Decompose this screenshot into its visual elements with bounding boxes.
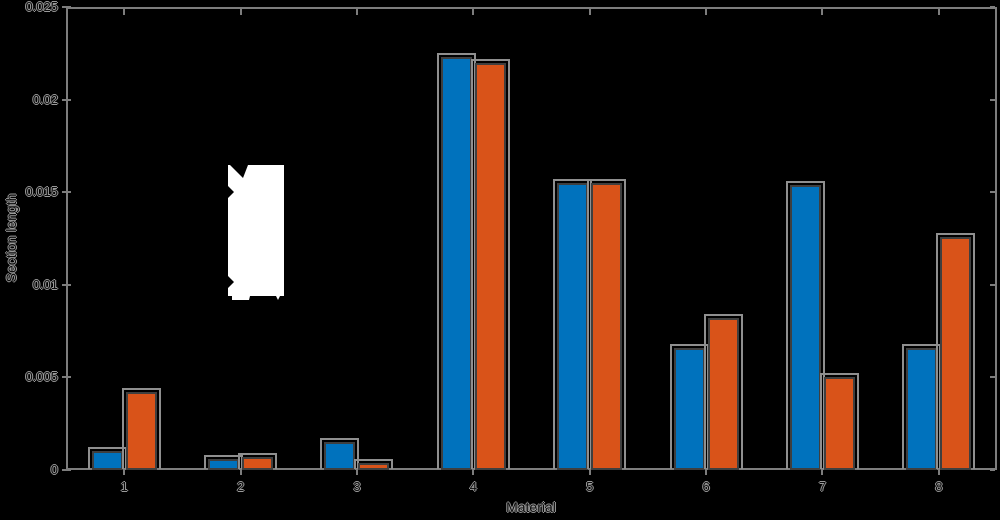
x-tick-mark-bottom (239, 470, 242, 475)
bar-blue-4 (436, 53, 476, 470)
x-tick-mark-top (821, 9, 824, 15)
bar-blue-5 (553, 179, 593, 470)
x-tick-label: 3 (353, 479, 361, 494)
x-tick-mark-top (588, 9, 591, 15)
y-tick-mark-left (62, 283, 71, 286)
x-tick-label: 4 (469, 479, 477, 494)
x-tick-mark-bottom (355, 470, 358, 475)
y-tick-label: 0.025 (25, 0, 58, 14)
y-tick-mark-left (62, 469, 71, 471)
bar-orange-2 (238, 453, 278, 470)
x-tick-mark-top (937, 9, 940, 15)
bar-blue-7 (785, 181, 825, 470)
y-tick-mark-left (62, 98, 71, 101)
bar-blue-8 (902, 344, 942, 470)
y-tick-label: 0.02 (32, 91, 58, 107)
x-tick-mark-top (472, 9, 475, 15)
x-tick-label: 6 (702, 479, 710, 494)
bar-orange-3 (354, 459, 394, 470)
y-tick-mark-left (62, 376, 71, 379)
x-tick-label: 1 (120, 479, 128, 494)
bar-blue-3 (320, 438, 360, 470)
x-tick-mark-bottom (588, 470, 591, 475)
y-tick-mark-right (990, 6, 995, 8)
x-tick-label: 5 (586, 479, 594, 494)
bar-orange-5 (587, 179, 627, 470)
bar-orange-4 (470, 59, 510, 470)
x-axis-title: Material (506, 499, 556, 515)
x-tick-mark-top (705, 9, 708, 15)
x-tick-mark-bottom (821, 470, 824, 475)
x-tick-mark-bottom (472, 470, 475, 475)
y-tick-label: 0.015 (25, 184, 58, 200)
y-tick-mark-right (990, 283, 995, 286)
x-tick-mark-top (123, 9, 126, 15)
y-tick-mark-right (990, 376, 995, 379)
y-tick-label: 0.005 (25, 369, 58, 385)
y-tick-mark-left (62, 191, 71, 194)
x-tick-mark-bottom (123, 470, 126, 475)
x-tick-mark-bottom (705, 470, 708, 475)
x-tick-mark-top (355, 9, 358, 15)
x-tick-label: 2 (236, 479, 245, 494)
bar-orange-8 (936, 233, 976, 470)
y-tick-mark-right (990, 469, 995, 471)
bar-orange-1 (121, 388, 161, 470)
bar-blue-2 (204, 455, 244, 470)
x-tick-mark-top (239, 9, 242, 15)
y-tick-mark-left (62, 6, 71, 8)
plot-area (66, 7, 997, 470)
x-tick-label: 7 (818, 479, 827, 494)
bar-orange-6 (703, 314, 743, 470)
bar-blue-6 (669, 344, 709, 470)
y-tick-label: 0.01 (32, 276, 58, 292)
y-tick-mark-right (990, 98, 995, 101)
x-tick-mark-bottom (937, 470, 940, 475)
bar-orange-7 (819, 373, 859, 470)
x-tick-label: 8 (935, 479, 943, 494)
bar-blue-1 (87, 447, 127, 470)
y-tick-mark-right (990, 191, 995, 194)
y-tick-label: 0 (50, 462, 58, 477)
